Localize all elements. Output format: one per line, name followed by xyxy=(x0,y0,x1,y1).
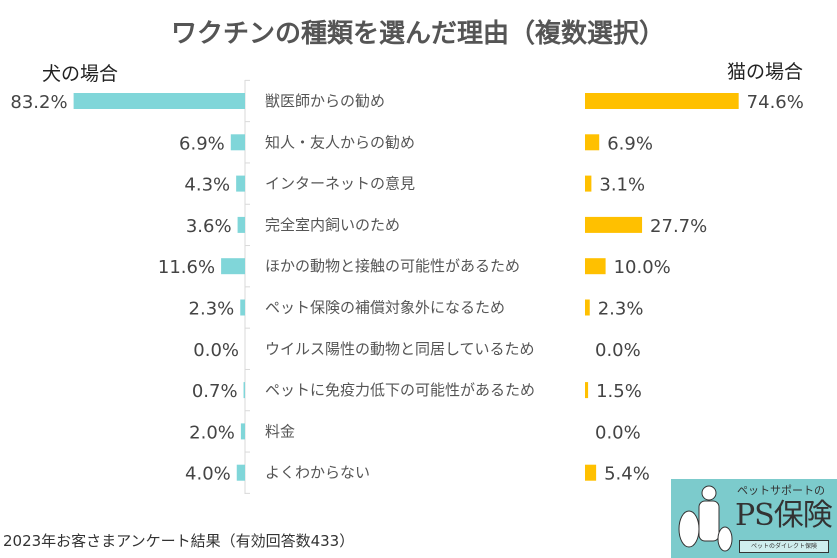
category-label: ペット保険の補償対象外になるため xyxy=(265,299,505,317)
bar-dog xyxy=(243,382,245,399)
bar-dog xyxy=(240,423,245,440)
data-label-dog: 83.2% xyxy=(10,92,67,113)
category-label: ウイルス陽性の動物と同居しているため xyxy=(265,340,535,358)
data-label-cat: 27.7% xyxy=(650,216,707,237)
legend-dog: 犬の場合 xyxy=(42,63,118,85)
bar-dog xyxy=(240,299,245,316)
category-label: ほかの動物と接触の可能性があるため xyxy=(265,257,520,275)
bar-cat xyxy=(585,382,589,399)
ps-hoken-logo: ペットサポートの PS保険 ペットのダイレクト保険 xyxy=(671,479,837,558)
bar-cat xyxy=(585,258,606,275)
bar-cat xyxy=(585,464,597,481)
category-label: 料金 xyxy=(265,422,295,440)
data-label-dog: 3.6% xyxy=(186,216,232,237)
data-label-dog: 6.9% xyxy=(179,133,225,154)
logo-subtitle: ペットのダイレクト保険 xyxy=(739,540,829,553)
bar-cat xyxy=(585,299,590,316)
bar-dog xyxy=(236,464,245,481)
data-label-cat: 2.3% xyxy=(598,299,644,320)
footer-note: 2023年お客さまアンケート結果（有効回答数433） xyxy=(3,532,355,550)
data-label-cat: 5.4% xyxy=(604,464,650,485)
bar-dog xyxy=(221,258,245,275)
data-label-dog: 2.3% xyxy=(189,299,235,320)
data-label-dog: 4.3% xyxy=(184,175,230,196)
bar-dog xyxy=(237,216,245,233)
legend-cat: 猫の場合 xyxy=(727,61,803,83)
data-label-dog: 0.0% xyxy=(193,340,239,361)
data-label-dog: 11.6% xyxy=(158,257,215,278)
logo-name: PS保険 xyxy=(735,498,833,533)
bar-cat xyxy=(585,216,643,233)
data-label-cat: 6.9% xyxy=(607,133,653,154)
category-label: 知人・友人からの勧め xyxy=(265,133,415,151)
category-label: よくわからない xyxy=(265,464,370,482)
category-label: 完全室内飼いのため xyxy=(265,216,400,234)
data-label-dog: 4.0% xyxy=(185,464,231,485)
category-label: ペットに免疫力低下の可能性があるため xyxy=(265,381,535,399)
data-label-dog: 2.0% xyxy=(189,422,235,443)
bar-cat xyxy=(585,134,600,151)
chart-title: ワクチンの種類を選んだ理由（複数選択） xyxy=(171,18,665,49)
data-label-cat: 74.6% xyxy=(747,92,804,113)
bar-dog xyxy=(73,93,245,109)
category-label: インターネットの意見 xyxy=(265,175,415,193)
bar-dog xyxy=(230,134,245,151)
bar-cat xyxy=(585,93,739,109)
pet-owner-illustration-icon xyxy=(678,485,733,552)
bar-dog xyxy=(236,175,245,192)
data-label-cat: 1.5% xyxy=(596,381,642,402)
data-label-cat: 0.0% xyxy=(595,422,641,443)
logo-tagline: ペットサポートの xyxy=(737,484,825,497)
bar-cat xyxy=(585,175,592,192)
data-label-cat: 0.0% xyxy=(595,340,641,361)
data-label-cat: 10.0% xyxy=(614,257,671,278)
category-label: 獣医師からの勧め xyxy=(265,92,385,110)
data-label-dog: 0.7% xyxy=(192,381,238,402)
data-label-cat: 3.1% xyxy=(599,175,645,196)
